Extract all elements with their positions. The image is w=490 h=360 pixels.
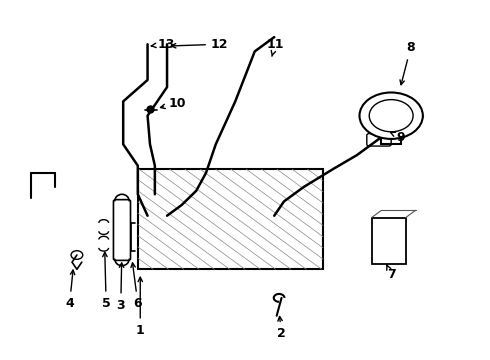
Text: 7: 7: [387, 265, 395, 281]
FancyBboxPatch shape: [372, 217, 406, 264]
Text: 4: 4: [65, 270, 75, 310]
FancyBboxPatch shape: [367, 134, 391, 146]
Circle shape: [360, 93, 423, 139]
Text: 1: 1: [136, 277, 145, 337]
Text: 3: 3: [117, 263, 125, 311]
Text: 6: 6: [131, 263, 142, 310]
Text: 9: 9: [391, 131, 405, 144]
Text: 10: 10: [161, 97, 187, 110]
FancyBboxPatch shape: [114, 200, 130, 260]
Text: 13: 13: [151, 38, 175, 51]
Text: 8: 8: [400, 41, 415, 85]
Text: 2: 2: [277, 316, 286, 340]
Circle shape: [71, 251, 83, 259]
Text: 11: 11: [267, 38, 284, 56]
Text: 12: 12: [172, 38, 228, 51]
Text: 5: 5: [102, 252, 111, 310]
